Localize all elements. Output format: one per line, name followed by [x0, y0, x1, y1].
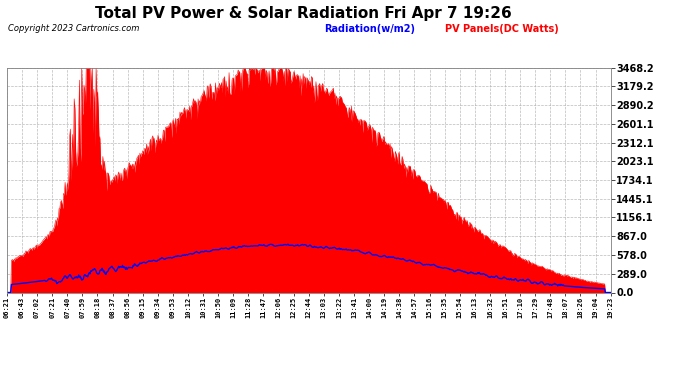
Text: Radiation(w/m2): Radiation(w/m2) — [324, 24, 415, 34]
Text: Total PV Power & Solar Radiation Fri Apr 7 19:26: Total PV Power & Solar Radiation Fri Apr… — [95, 6, 512, 21]
Text: PV Panels(DC Watts): PV Panels(DC Watts) — [445, 24, 559, 34]
Text: Copyright 2023 Cartronics.com: Copyright 2023 Cartronics.com — [8, 24, 139, 33]
